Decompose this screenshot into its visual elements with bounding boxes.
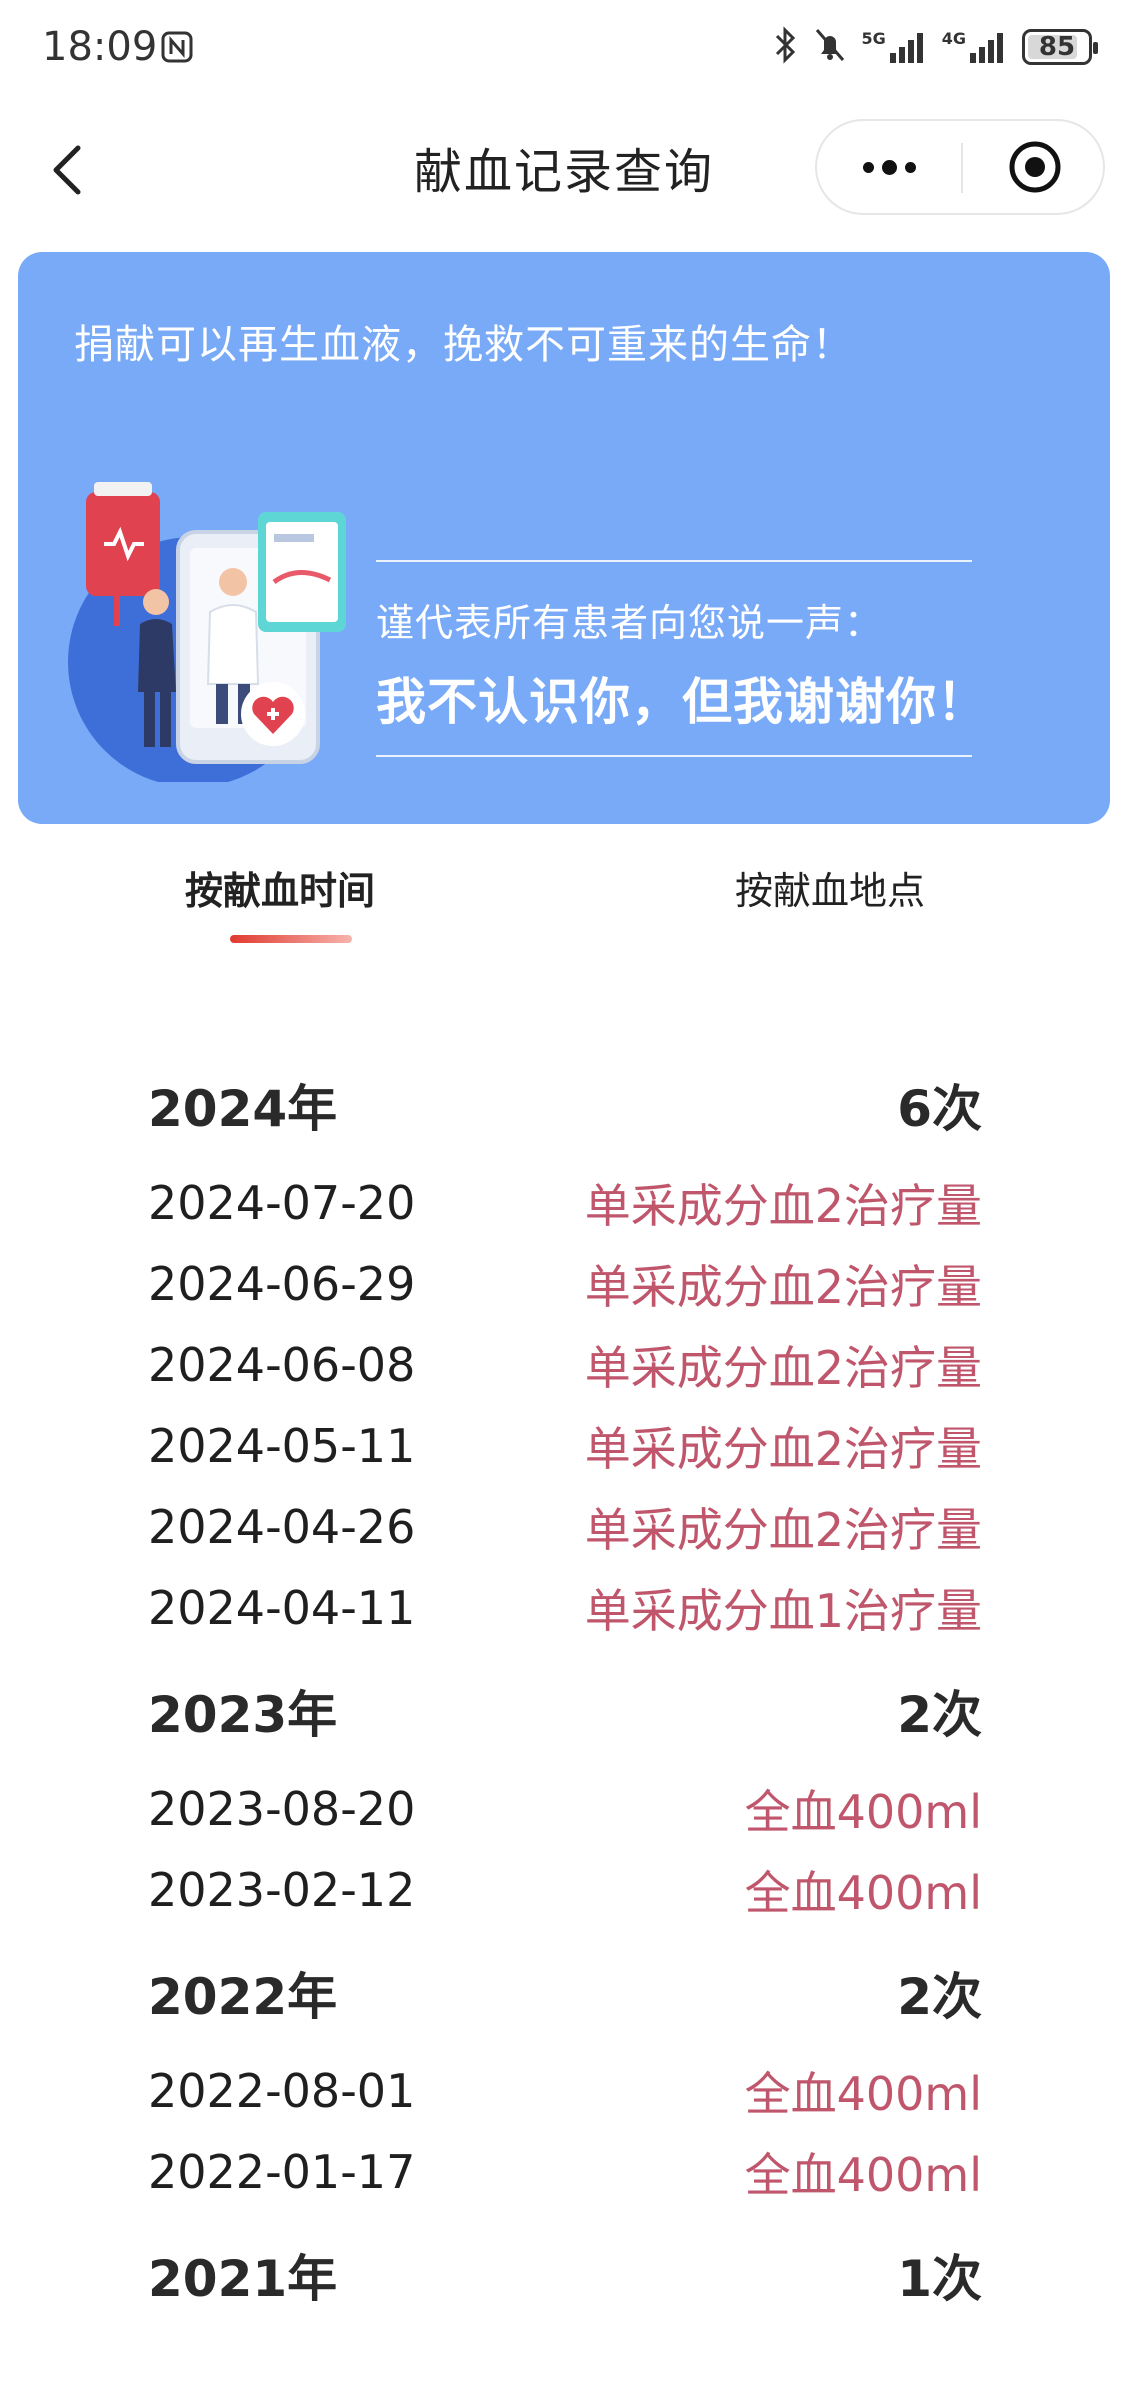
banner-slogan: 捐献可以再生血液，挽救不可重来的生命！ xyxy=(74,322,853,368)
year-label: 2022年 xyxy=(148,1968,338,2026)
record-date: 2024-04-26 xyxy=(148,1499,416,1554)
banner-main-text: 我不认识你，但我谢谢你！ xyxy=(376,673,988,731)
year-group: 2022年 2次 2022-08-01 全血400ml 2022-01-17 全血400m… xyxy=(148,1948,982,2212)
year-group: 2021年 1次 xyxy=(148,2230,982,2320)
signal-4g-icon: 4G xyxy=(942,29,1008,65)
donation-records-list: 2024年 6次 2024-07-20 单采成分血2治疗量 2024-06-29 单采成分… xyxy=(148,1060,982,2338)
year-header: 2021年 1次 xyxy=(148,2230,982,2320)
record-type: 单采成分血1治疗量 xyxy=(584,1583,982,1638)
year-count: 1次 xyxy=(897,2250,982,2308)
record-type: 单采成分血2治疗量 xyxy=(584,1421,982,1476)
banner-subtext: 谨代表所有患者向您说一声： xyxy=(376,601,884,645)
record-date: 2024-06-08 xyxy=(148,1337,416,1392)
blood-donation-illustration xyxy=(68,452,358,787)
record-row[interactable]: 2024-06-29 单采成分血2治疗量 xyxy=(148,1243,982,1324)
year-label: 2024年 xyxy=(148,1080,338,1138)
record-row[interactable]: 2023-08-20 全血400ml xyxy=(148,1768,982,1849)
year-header: 2023年 2次 xyxy=(148,1666,982,1756)
nav-bar: 献血记录查询 xyxy=(0,110,1128,230)
record-date: 2024-07-20 xyxy=(148,1175,416,1230)
record-row[interactable]: 2022-08-01 全血400ml xyxy=(148,2050,982,2131)
year-count: 2次 xyxy=(897,1686,982,1744)
record-date: 2022-01-17 xyxy=(148,2144,416,2199)
year-header: 2022年 2次 xyxy=(148,1948,982,2038)
status-icons: 5G 4G 85 xyxy=(773,26,1098,68)
record-date: 2022-08-01 xyxy=(148,2063,416,2118)
thanks-banner: 捐献可以再生血液，挽救不可重来的生命！ xyxy=(18,252,1110,824)
capsule-divider xyxy=(961,143,963,193)
record-type: 单采成分血2治疗量 xyxy=(584,1178,982,1233)
year-group: 2024年 6次 2024-07-20 单采成分血2治疗量 2024-06-29 单采成分… xyxy=(148,1060,982,1648)
miniprogram-capsule xyxy=(815,119,1105,215)
nfc-icon xyxy=(160,30,194,68)
filter-tabs: 按献血时间 按献血地点 xyxy=(0,860,1128,970)
record-row[interactable]: 2024-07-20 单采成分血2治疗量 xyxy=(148,1162,982,1243)
bluetooth-icon xyxy=(773,26,799,68)
record-row[interactable]: 2022-01-17 全血400ml xyxy=(148,2131,982,2212)
record-date: 2023-08-20 xyxy=(148,1781,416,1836)
mute-bell-icon xyxy=(813,26,847,68)
target-icon xyxy=(1009,141,1061,193)
year-label: 2023年 xyxy=(148,1686,338,1744)
chevron-left-icon xyxy=(53,145,81,195)
battery-indicator: 85 xyxy=(1022,29,1098,65)
year-group: 2023年 2次 2023-08-20 全血400ml 2023-02-12 全血400m… xyxy=(148,1666,982,1930)
tab-by-location[interactable]: 按献血地点 xyxy=(735,869,926,913)
record-row[interactable]: 2024-06-08 单采成分血2治疗量 xyxy=(148,1324,982,1405)
page-title: 献血记录查询 xyxy=(413,144,714,200)
signal-4g-label: 4G xyxy=(941,29,966,48)
year-header: 2024年 6次 xyxy=(148,1060,982,1150)
back-button[interactable] xyxy=(30,132,106,208)
battery-level: 85 xyxy=(1038,32,1076,62)
record-date: 2024-04-11 xyxy=(148,1580,416,1635)
record-row[interactable]: 2024-04-11 单采成分血1治疗量 xyxy=(148,1567,982,1648)
tab-by-time[interactable]: 按献血时间 xyxy=(185,869,376,913)
record-row[interactable]: 2023-02-12 全血400ml xyxy=(148,1849,982,1930)
record-date: 2024-05-11 xyxy=(148,1418,416,1473)
active-tab-indicator xyxy=(230,935,352,943)
year-count: 6次 xyxy=(897,1080,982,1138)
record-type: 全血400ml xyxy=(744,2066,982,2121)
signal-5g-label: 5G xyxy=(861,29,886,48)
record-type: 单采成分血2治疗量 xyxy=(584,1259,982,1314)
status-time: 18:09 xyxy=(42,24,158,70)
year-count: 2次 xyxy=(897,1968,982,2026)
more-dot-right xyxy=(904,161,916,173)
record-type: 全血400ml xyxy=(744,2147,982,2202)
record-row[interactable]: 2024-04-26 单采成分血2治疗量 xyxy=(148,1486,982,1567)
close-miniprogram-button[interactable] xyxy=(963,121,1107,213)
more-button[interactable] xyxy=(817,121,961,213)
record-row[interactable]: 2024-05-11 单采成分血2治疗量 xyxy=(148,1405,982,1486)
battery-fill xyxy=(1028,35,1078,59)
banner-divider-bottom xyxy=(376,755,972,757)
status-bar: 18:09 5G 4G xyxy=(0,0,1128,100)
year-label: 2021年 xyxy=(148,2250,338,2308)
signal-5g-icon: 5G xyxy=(861,29,927,65)
record-type: 全血400ml xyxy=(744,1784,982,1839)
record-type: 单采成分血2治疗量 xyxy=(584,1340,982,1395)
banner-divider-top xyxy=(376,560,972,562)
record-date: 2024-06-29 xyxy=(148,1256,416,1311)
more-dot-center xyxy=(881,159,897,175)
more-dots-icon xyxy=(862,161,874,173)
record-type: 全血400ml xyxy=(744,1865,982,1920)
record-type: 单采成分血2治疗量 xyxy=(584,1502,982,1557)
record-date: 2023-02-12 xyxy=(148,1862,416,1917)
